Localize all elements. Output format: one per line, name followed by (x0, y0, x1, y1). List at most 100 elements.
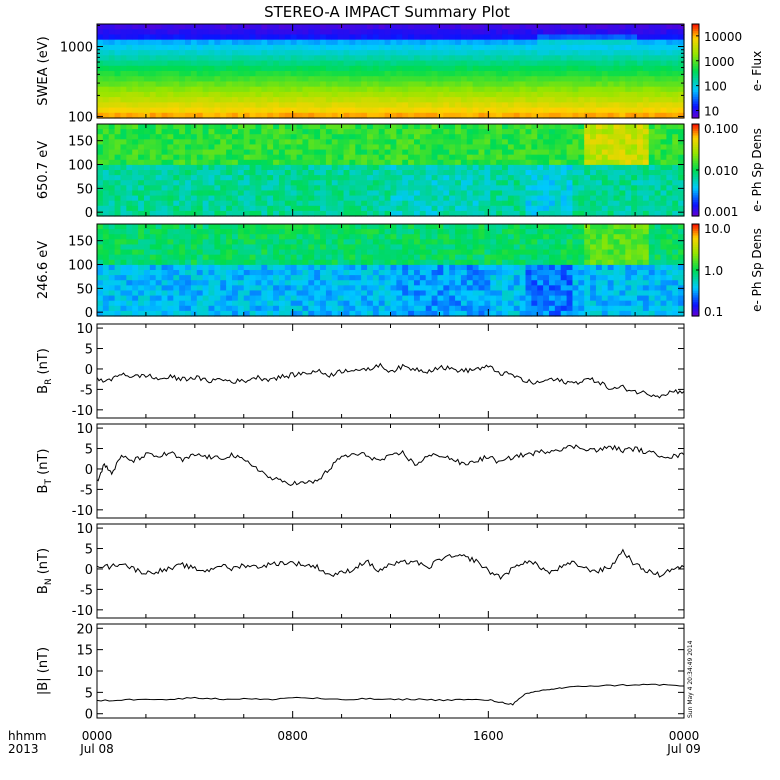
heat-cell (584, 180, 591, 186)
heat-cell (143, 249, 151, 256)
heat-cell (343, 71, 351, 77)
heat-cell (226, 210, 233, 217)
heat-cell (132, 264, 139, 271)
heat-cell (548, 159, 556, 166)
heat-cell (149, 102, 157, 109)
heat-cell (455, 285, 462, 292)
heat-cell (114, 86, 122, 93)
heat-cell (202, 234, 210, 240)
heat-cell (566, 29, 574, 36)
heat-cell (631, 102, 638, 109)
heat-cell (431, 200, 439, 207)
heat-cell (496, 86, 503, 93)
heat-cell (185, 65, 192, 72)
heat-cell (666, 24, 673, 30)
heat-cell (595, 154, 603, 161)
heat-cell (267, 129, 274, 135)
heat-cell (202, 190, 210, 197)
heat-cell (108, 159, 116, 166)
heat-cell (132, 295, 139, 302)
heat-cell (543, 112, 550, 119)
heat-cell (314, 285, 321, 292)
heat-cell (413, 154, 421, 161)
heat-cell (437, 180, 444, 186)
heat-cell (261, 60, 268, 67)
heat-cell (243, 290, 251, 297)
heat-cell (273, 234, 280, 240)
heat-cell (226, 139, 233, 146)
heat-cell (554, 144, 562, 151)
heat-cell (261, 112, 268, 119)
heat-cell (496, 102, 503, 109)
heat-cell (449, 195, 456, 202)
heat-cell (455, 86, 462, 93)
heat-cell (619, 170, 626, 176)
heat-cell (226, 205, 233, 212)
heat-cell (208, 34, 215, 41)
heat-cell (396, 310, 403, 317)
heat-cell (584, 60, 591, 67)
heat-cell (237, 39, 245, 46)
heat-cell (413, 229, 421, 235)
heat-cell (525, 81, 532, 88)
heat-cell (455, 164, 462, 171)
heat-cell (126, 190, 133, 197)
heat-cell (314, 159, 321, 166)
heat-cell (613, 102, 621, 109)
heat-cell (290, 249, 298, 256)
heat-cell (325, 107, 333, 114)
heat-cell (378, 280, 386, 286)
heat-cell (678, 91, 685, 98)
heat-cell (384, 295, 392, 302)
heat-cell (155, 305, 163, 312)
heat-cell (237, 86, 245, 93)
heat-cell (484, 234, 491, 240)
heat-cell (413, 249, 421, 256)
heat-cell (519, 175, 527, 181)
heat-cell (320, 249, 327, 256)
heat-cell (320, 290, 327, 297)
heat-cell (143, 170, 151, 176)
colorbar-label-pad650: e- Ph Sp Dens (750, 128, 764, 212)
heat-cell (472, 107, 480, 114)
heat-cell (302, 154, 309, 161)
heat-cell (173, 86, 180, 93)
heat-cell (466, 275, 474, 281)
heat-cell (672, 205, 679, 212)
heat-cell (408, 81, 415, 88)
heat-cell (296, 81, 304, 88)
heat-cell (255, 29, 262, 36)
colorbar-cell (692, 213, 699, 217)
heat-cell (560, 24, 568, 30)
heat-cell (408, 129, 415, 135)
heat-cell (460, 285, 468, 292)
heat-cell (302, 270, 309, 276)
heat-cell (654, 97, 662, 103)
heat-cell (507, 91, 515, 98)
heat-cell (613, 134, 621, 140)
heat-cell (413, 34, 421, 41)
heat-cell (455, 185, 462, 192)
heat-cell (478, 195, 486, 202)
heat-cell (302, 50, 309, 56)
heat-cell (449, 112, 456, 119)
heat-cell (114, 34, 122, 41)
heat-cell (214, 24, 221, 30)
heat-cell (102, 200, 110, 207)
heat-cell (437, 300, 444, 307)
heat-cell (613, 149, 621, 156)
colorbar-cell (692, 59, 699, 63)
colorbar-cell (692, 174, 699, 178)
colorbar-cell (692, 110, 699, 114)
heat-cell (138, 81, 145, 88)
heat-cell (425, 144, 433, 151)
heat-cell (161, 210, 169, 217)
heat-cell (167, 24, 174, 30)
heat-cell (249, 295, 257, 302)
heat-cell (367, 210, 374, 217)
heat-cell (566, 39, 574, 46)
heat-cell (255, 149, 262, 156)
heat-cell (490, 91, 497, 98)
heat-cell (97, 195, 104, 202)
heat-cell (290, 224, 298, 230)
